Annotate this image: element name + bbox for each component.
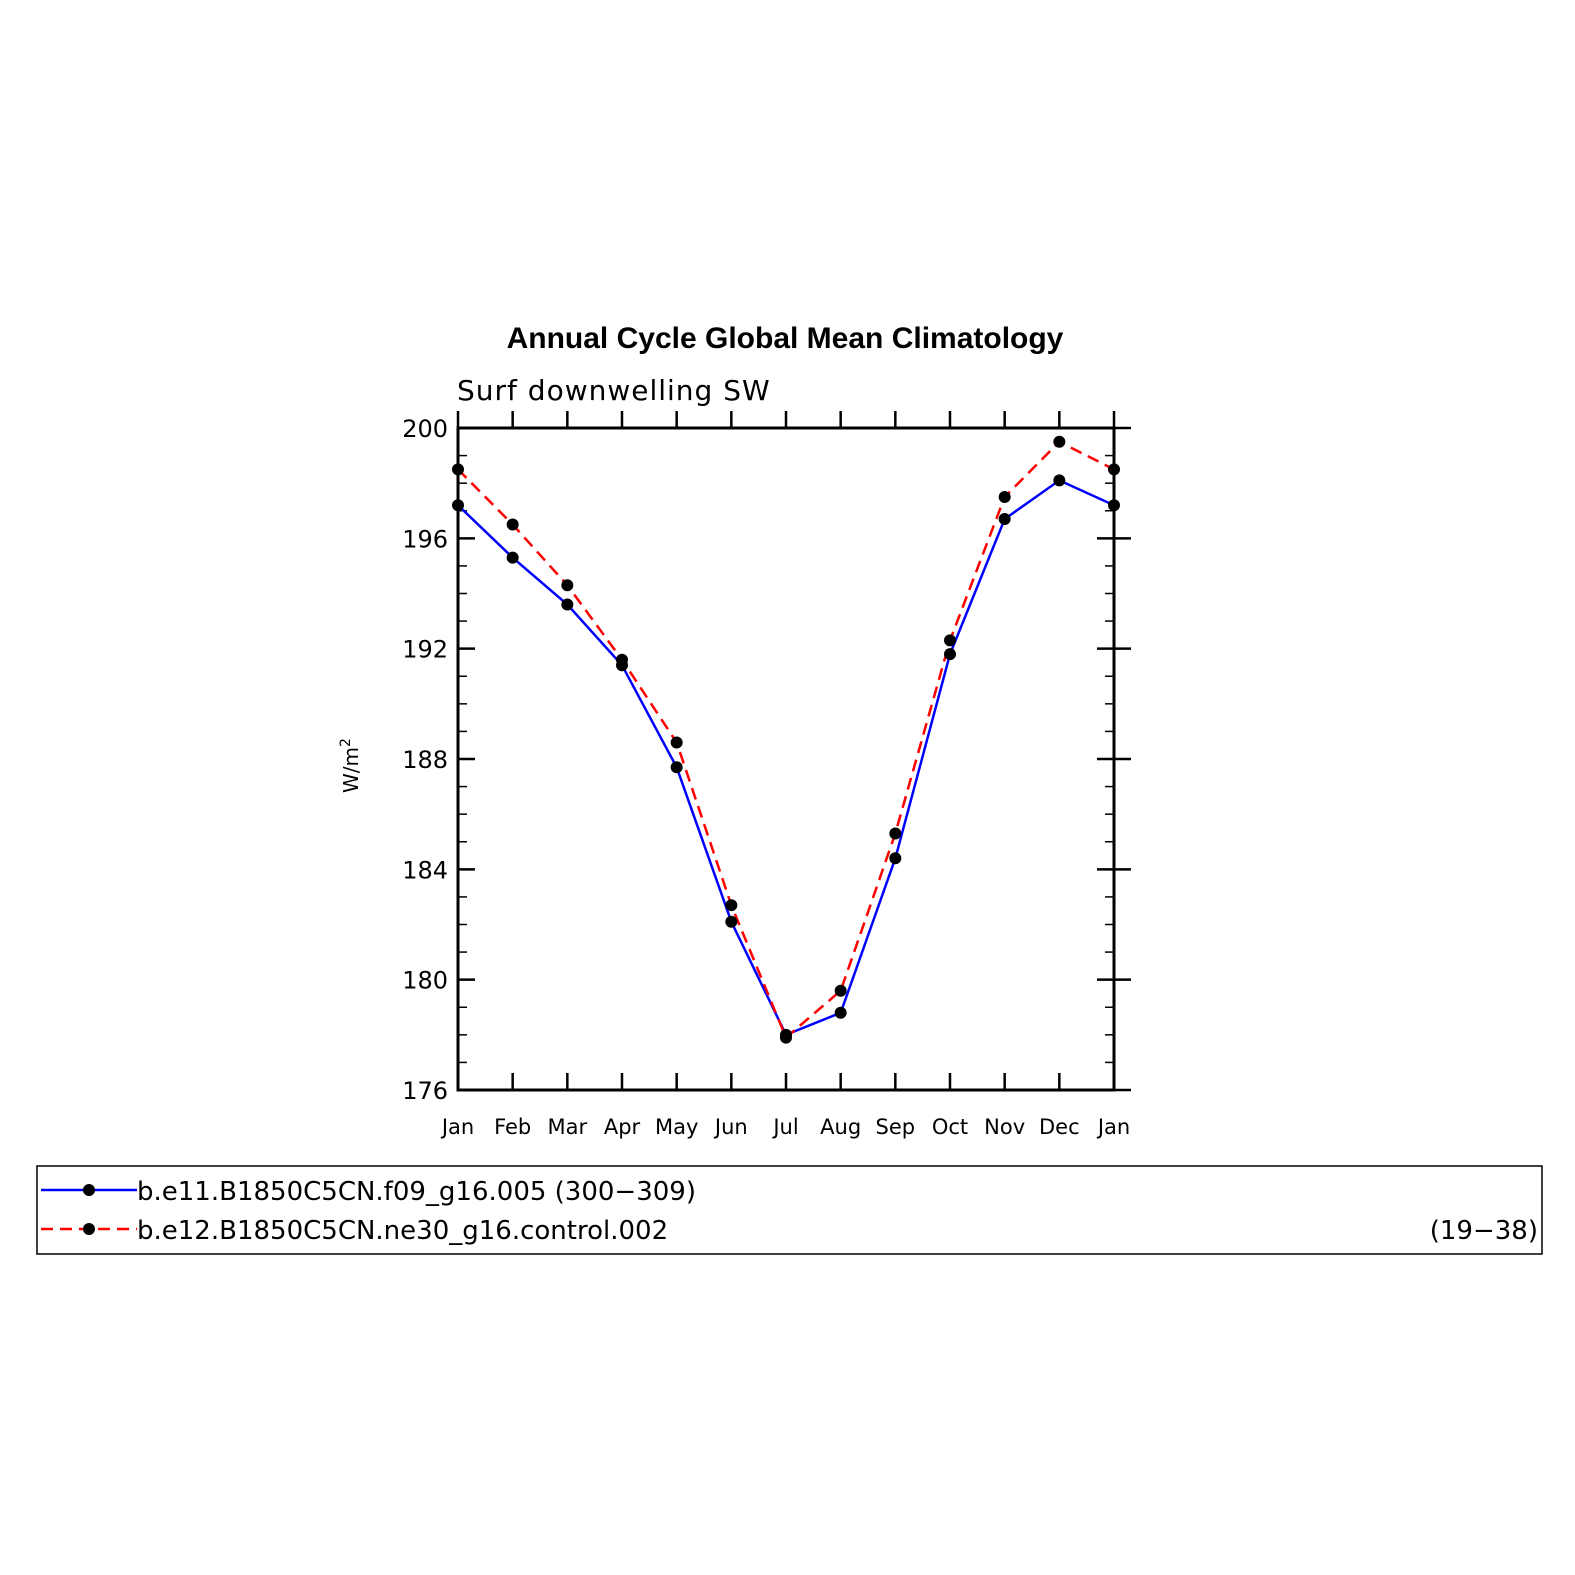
y-tick-label: 196 [402,525,448,553]
y-axis-label-base: W/m [339,747,363,793]
series-lines [457,440,1115,1040]
y-tick-label: 200 [402,415,448,443]
series-1-point [834,1006,847,1019]
x-tick-label: Jan [440,1115,474,1139]
x-tick-label: Dec [1039,1115,1080,1139]
series-2-point [889,827,902,840]
series-1-point [506,551,519,564]
y-axis-label: W/m2 [338,738,363,793]
x-tick-label: Sep [876,1115,916,1139]
series-2-point [670,736,683,749]
x-tick-label: Apr [604,1115,641,1139]
y-axis-ticks: 176 180 184 188 192 196 200 [402,415,1131,1105]
x-tick-label: May [655,1115,698,1139]
series-2-point [561,579,574,592]
x-tick-label: Jan [1096,1115,1130,1139]
series-1-point [1108,499,1120,512]
plot-frame [456,426,1116,1092]
y-axis-label-superscript: 2 [338,738,354,747]
series-2-point [452,463,464,476]
series-2-point [834,984,847,997]
legend-swatch-marker-1 [83,1184,95,1196]
series-2-point [1053,435,1066,448]
series-1-point [944,648,956,661]
series-2-point [998,490,1011,503]
legend-swatch-marker-2 [83,1223,95,1235]
series-1-point [561,598,574,611]
series-1-point [889,852,902,865]
x-tick-label: Jun [713,1115,748,1139]
series-1-point [452,499,464,512]
series-line-2 [457,440,1115,1040]
y-tick-label: 192 [402,636,448,664]
series-1-point [1053,474,1066,487]
series-2-point [506,518,519,531]
legend-box [36,1165,1543,1255]
y-tick-label: 184 [402,856,448,884]
plot-area: 176 180 184 188 192 196 200 Jan Feb Mar Apr May Jun… [402,411,1131,1139]
x-tick-label: Nov [984,1115,1025,1139]
y-tick-label: 188 [402,746,448,774]
series-markers [452,435,1120,1044]
x-tick-label: Oct [932,1115,968,1139]
legend-entry-2: b.e12.B1850C5CN.ne30_g16.control.002 (19… [41,1216,1538,1246]
series-2-point [944,634,956,647]
legend-label-2: b.e12.B1850C5CN.ne30_g16.control.002 [137,1216,668,1246]
series-1-point [670,761,683,774]
legend-label-1: b.e11.B1850C5CN.f09_g16.005 (300−309) [137,1177,696,1207]
series-2-point [616,653,628,666]
x-tick-label: Jul [771,1115,798,1139]
legend-entry-1: b.e11.B1850C5CN.f09_g16.005 (300−309) [41,1177,696,1207]
y-tick-label: 180 [402,967,448,995]
series-2-point [780,1031,792,1044]
series-line-1 [457,478,1115,1037]
x-axis-ticks: Jan Feb Mar Apr May Jun Jul Aug Sep Oct Nov Dec Jan [440,411,1130,1139]
legend-period-2: (19−38) [1430,1216,1538,1246]
series-1-point [998,513,1011,526]
chart-subtitle: Surf downwelling SW [457,374,771,407]
series-2-point [1108,463,1120,476]
x-tick-label: Mar [548,1115,588,1139]
x-tick-label: Aug [820,1115,861,1139]
series-2-point [725,899,738,912]
legend: b.e11.B1850C5CN.f09_g16.005 (300−309) b.… [36,1165,1543,1255]
y-tick-label: 176 [402,1077,448,1105]
x-tick-label: Feb [494,1115,531,1139]
chart-title: Annual Cycle Global Mean Climatology [507,322,1064,355]
series-1-point [725,915,738,928]
